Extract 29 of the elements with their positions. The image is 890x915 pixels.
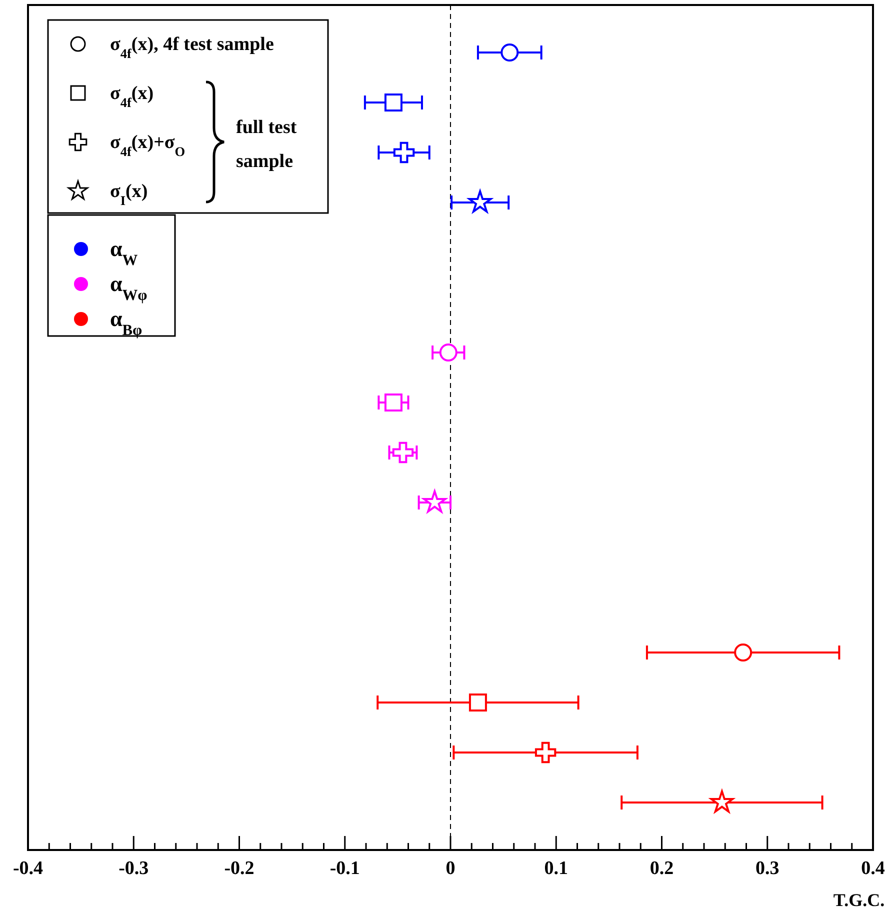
x-axis-title: T.G.C. — [833, 890, 885, 910]
point — [392, 442, 414, 464]
annotation: σ$_{4f}$(x), 4f test sample — [110, 34, 274, 60]
legend-label: α$_{Bφ}$ — [110, 306, 143, 338]
x-tick-label: -0.3 — [118, 858, 149, 879]
point — [439, 344, 458, 362]
x-tick-label: 0.2 — [650, 858, 674, 879]
legend-label: α$_{W}$ — [110, 236, 138, 268]
point — [500, 44, 519, 62]
x-tick-label: 0.3 — [756, 858, 780, 879]
point — [534, 742, 556, 764]
x-tick-label: 0 — [446, 858, 456, 879]
x-tick-label: 0.1 — [544, 858, 568, 879]
x-tick-label: 0.4 — [861, 858, 886, 879]
point — [393, 142, 415, 164]
x-tick-label: -0.4 — [12, 858, 44, 879]
legend-label: α$_{Wφ}$ — [110, 271, 148, 304]
point — [468, 694, 487, 712]
annotation: σ$_{4f}$(x)+σ$_{O}$ — [110, 132, 186, 158]
point — [384, 94, 402, 112]
x-tick-label: -0.1 — [330, 858, 360, 879]
annotation: σ$_{4f}$(x) — [110, 83, 154, 110]
annotation: σ$_{I}$(x) — [110, 181, 148, 208]
x-tick-label: -0.2 — [224, 858, 254, 879]
point — [384, 394, 402, 412]
point — [734, 644, 752, 662]
annotation: full test sample — [236, 117, 298, 172]
point — [710, 790, 734, 813]
point — [468, 190, 492, 213]
